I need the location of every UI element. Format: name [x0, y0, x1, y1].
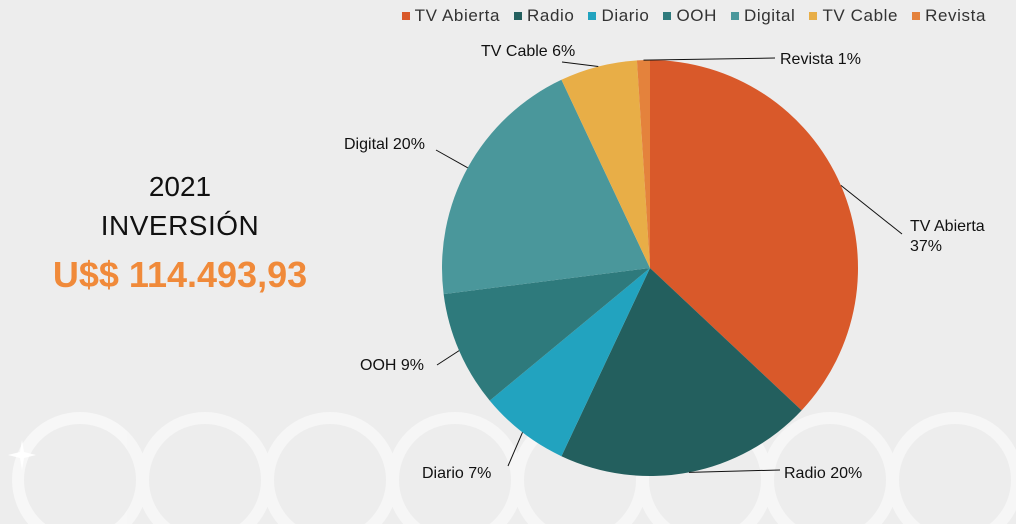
legend-swatch — [588, 12, 597, 20]
data-label: Radio 20% — [784, 465, 862, 482]
legend-item: TV Abierta — [401, 6, 501, 26]
leader-line — [688, 469, 781, 473]
legend-swatch — [912, 12, 921, 20]
data-label: Diario 7% — [422, 465, 491, 482]
pie-slice-ooh — [443, 268, 650, 401]
legend-item: Digital — [730, 6, 796, 26]
leader-line — [840, 185, 903, 235]
legend-item: Radio — [514, 6, 574, 26]
leader-line — [643, 57, 776, 61]
pie-slice-tv-cable — [561, 60, 650, 268]
year-label: 2021 — [148, 171, 212, 202]
legend-item: OOH — [663, 6, 717, 26]
pie-slice-digital — [442, 79, 650, 295]
pie-slice-revista — [636, 60, 650, 268]
legend-item: TV Cable — [809, 6, 898, 26]
legend-swatch — [514, 12, 523, 20]
pie-slice-tv-abierta — [650, 60, 858, 411]
leader-line — [436, 350, 460, 366]
legend-swatch — [401, 12, 410, 20]
investment-summary: 2021 INVERSIÓN U$$ 114.493,93 — [20, 170, 340, 300]
legend-swatch — [730, 12, 739, 20]
legend-item: Revista — [912, 6, 986, 26]
legend-label: OOH — [676, 6, 717, 25]
data-label: Revista 1% — [780, 51, 861, 68]
data-label: TV Abierta 37% — [910, 218, 985, 255]
investment-label: INVERSIÓN — [100, 210, 260, 241]
data-label: OOH 9% — [360, 357, 424, 374]
data-label: TV Cable 6% — [481, 43, 575, 60]
legend-item: Diario — [588, 6, 649, 26]
legend-swatch — [809, 12, 818, 20]
investment-amount: U$$ 114.493,93 — [52, 254, 308, 295]
pie-slice-diario — [489, 268, 650, 457]
data-label: Digital 20% — [344, 136, 425, 153]
legend-swatch — [663, 12, 672, 20]
chart-legend: TV Abierta Radio Diario OOH Digital TV Cable R… — [401, 6, 986, 26]
pie-slice-radio — [561, 268, 802, 476]
legend-label: TV Abierta — [414, 6, 501, 25]
leader-line — [561, 61, 599, 68]
legend-label: TV Cable — [822, 6, 899, 25]
legend-label: Revista — [925, 6, 986, 25]
legend-label: Radio — [527, 6, 575, 25]
leader-line — [435, 149, 468, 169]
legend-label: Digital — [743, 6, 796, 25]
legend-label: Diario — [601, 6, 650, 25]
leader-line — [507, 432, 523, 467]
